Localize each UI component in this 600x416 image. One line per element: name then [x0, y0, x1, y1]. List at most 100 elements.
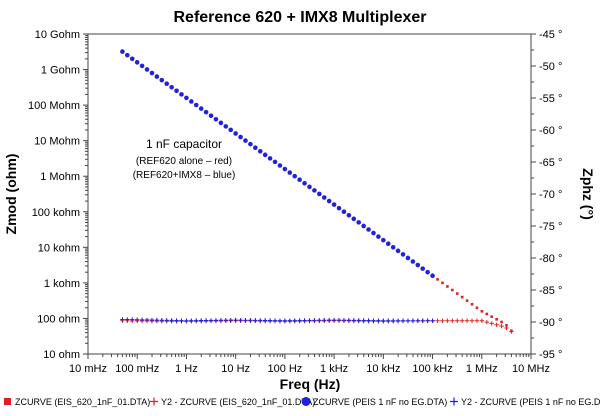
chart-title: Reference 620 + IMX8 Multiplexer [174, 9, 427, 26]
series-1 [120, 318, 514, 334]
data-point [395, 318, 401, 323]
data-point [292, 318, 297, 323]
data-point [475, 306, 479, 310]
data-point [218, 120, 224, 126]
data-point [120, 49, 125, 54]
series-2 [120, 49, 435, 279]
legend-item: Y2 - ZCURVE (PEIS 1 nF no EG.DTA) [450, 397, 600, 407]
annotation-text: 1 nF capacitor [146, 137, 222, 151]
y-tick-label: 100 ohm [37, 313, 80, 325]
data-point [120, 317, 125, 322]
y2-tick-label: -50 ° [539, 61, 562, 73]
data-point [410, 318, 416, 323]
data-point [361, 318, 366, 323]
x-tick-label: 1 Hz [175, 363, 198, 375]
data-point [130, 317, 135, 322]
data-point [208, 318, 214, 323]
legend-item: ZCURVE (EIS_620_1nF_01.DTA) [4, 397, 150, 407]
data-point [436, 278, 439, 281]
data-point [356, 220, 362, 225]
data-point [485, 312, 489, 316]
y-tick-label: 1 kohm [44, 278, 80, 290]
data-point [253, 145, 258, 151]
y-tick-label: 100 kohm [32, 207, 80, 219]
data-point [149, 70, 155, 76]
data-point [243, 138, 248, 143]
data-point [474, 318, 480, 323]
data-point [312, 318, 317, 323]
data-point [395, 248, 401, 254]
data-point [317, 191, 322, 197]
data-point [415, 318, 420, 323]
x-tick-label: 100 Hz [267, 363, 302, 375]
data-point [164, 318, 169, 323]
legend-marker [301, 397, 311, 406]
data-point [366, 227, 371, 232]
data-point [139, 63, 145, 69]
data-point [193, 102, 199, 108]
data-point [312, 188, 317, 193]
legend-label: Y2 - ZCURVE (PEIS 1 nF no EG.DTA) [461, 397, 600, 407]
data-point [500, 320, 503, 324]
data-point [287, 170, 293, 175]
data-point [420, 266, 426, 271]
data-point [238, 134, 243, 140]
data-point [346, 212, 352, 218]
x-tick-label: 10 kHz [366, 363, 400, 375]
data-point [267, 318, 273, 323]
x-tick-label: 10 MHz [512, 363, 550, 375]
data-point [223, 124, 229, 129]
y2-axis-title: Zphz (°) [580, 168, 596, 219]
data-point [233, 131, 238, 136]
data-point [198, 318, 204, 323]
y-tick-label: 10 ohm [43, 349, 80, 361]
annotation-text: (REF620 alone – red) [136, 156, 232, 167]
data-point [430, 273, 435, 279]
x-tick-label: 10 Hz [221, 363, 250, 375]
data-point [154, 74, 160, 79]
legend-marker [150, 397, 158, 406]
data-point [134, 60, 140, 65]
series-0 [121, 50, 513, 333]
x-axis-title: Freq (Hz) [280, 376, 341, 392]
data-point [262, 318, 268, 323]
data-point [336, 317, 342, 323]
data-point [386, 318, 391, 323]
data-point [494, 322, 499, 327]
y2-tick-label: -90 ° [539, 317, 562, 329]
data-point [198, 106, 204, 111]
data-point [381, 318, 386, 323]
data-point [213, 318, 219, 323]
y2-tick-label: -75 ° [539, 221, 562, 233]
data-point [489, 321, 494, 326]
data-point [405, 255, 411, 261]
y2-tick-label: -85 ° [539, 285, 562, 297]
data-point [287, 318, 292, 323]
data-point [430, 318, 435, 323]
series-marks [120, 49, 514, 334]
data-point [307, 318, 312, 323]
data-point [267, 156, 273, 161]
data-point [169, 318, 174, 323]
data-point [282, 166, 288, 172]
data-point [479, 318, 485, 323]
data-point [184, 95, 189, 101]
data-point [455, 318, 460, 323]
data-point [490, 315, 494, 318]
data-point [405, 318, 411, 323]
data-point [203, 109, 209, 115]
data-point [258, 318, 263, 323]
data-point [253, 318, 258, 323]
data-point [445, 318, 450, 323]
data-point [460, 295, 464, 299]
data-point [174, 88, 179, 94]
data-point [351, 318, 356, 323]
data-point [400, 318, 406, 323]
data-point [218, 318, 224, 323]
data-point [228, 317, 233, 323]
data-point [164, 81, 170, 86]
data-point [272, 159, 278, 165]
y2-tick-label: -70 ° [539, 189, 562, 201]
data-point [361, 223, 366, 229]
data-point [446, 285, 449, 288]
